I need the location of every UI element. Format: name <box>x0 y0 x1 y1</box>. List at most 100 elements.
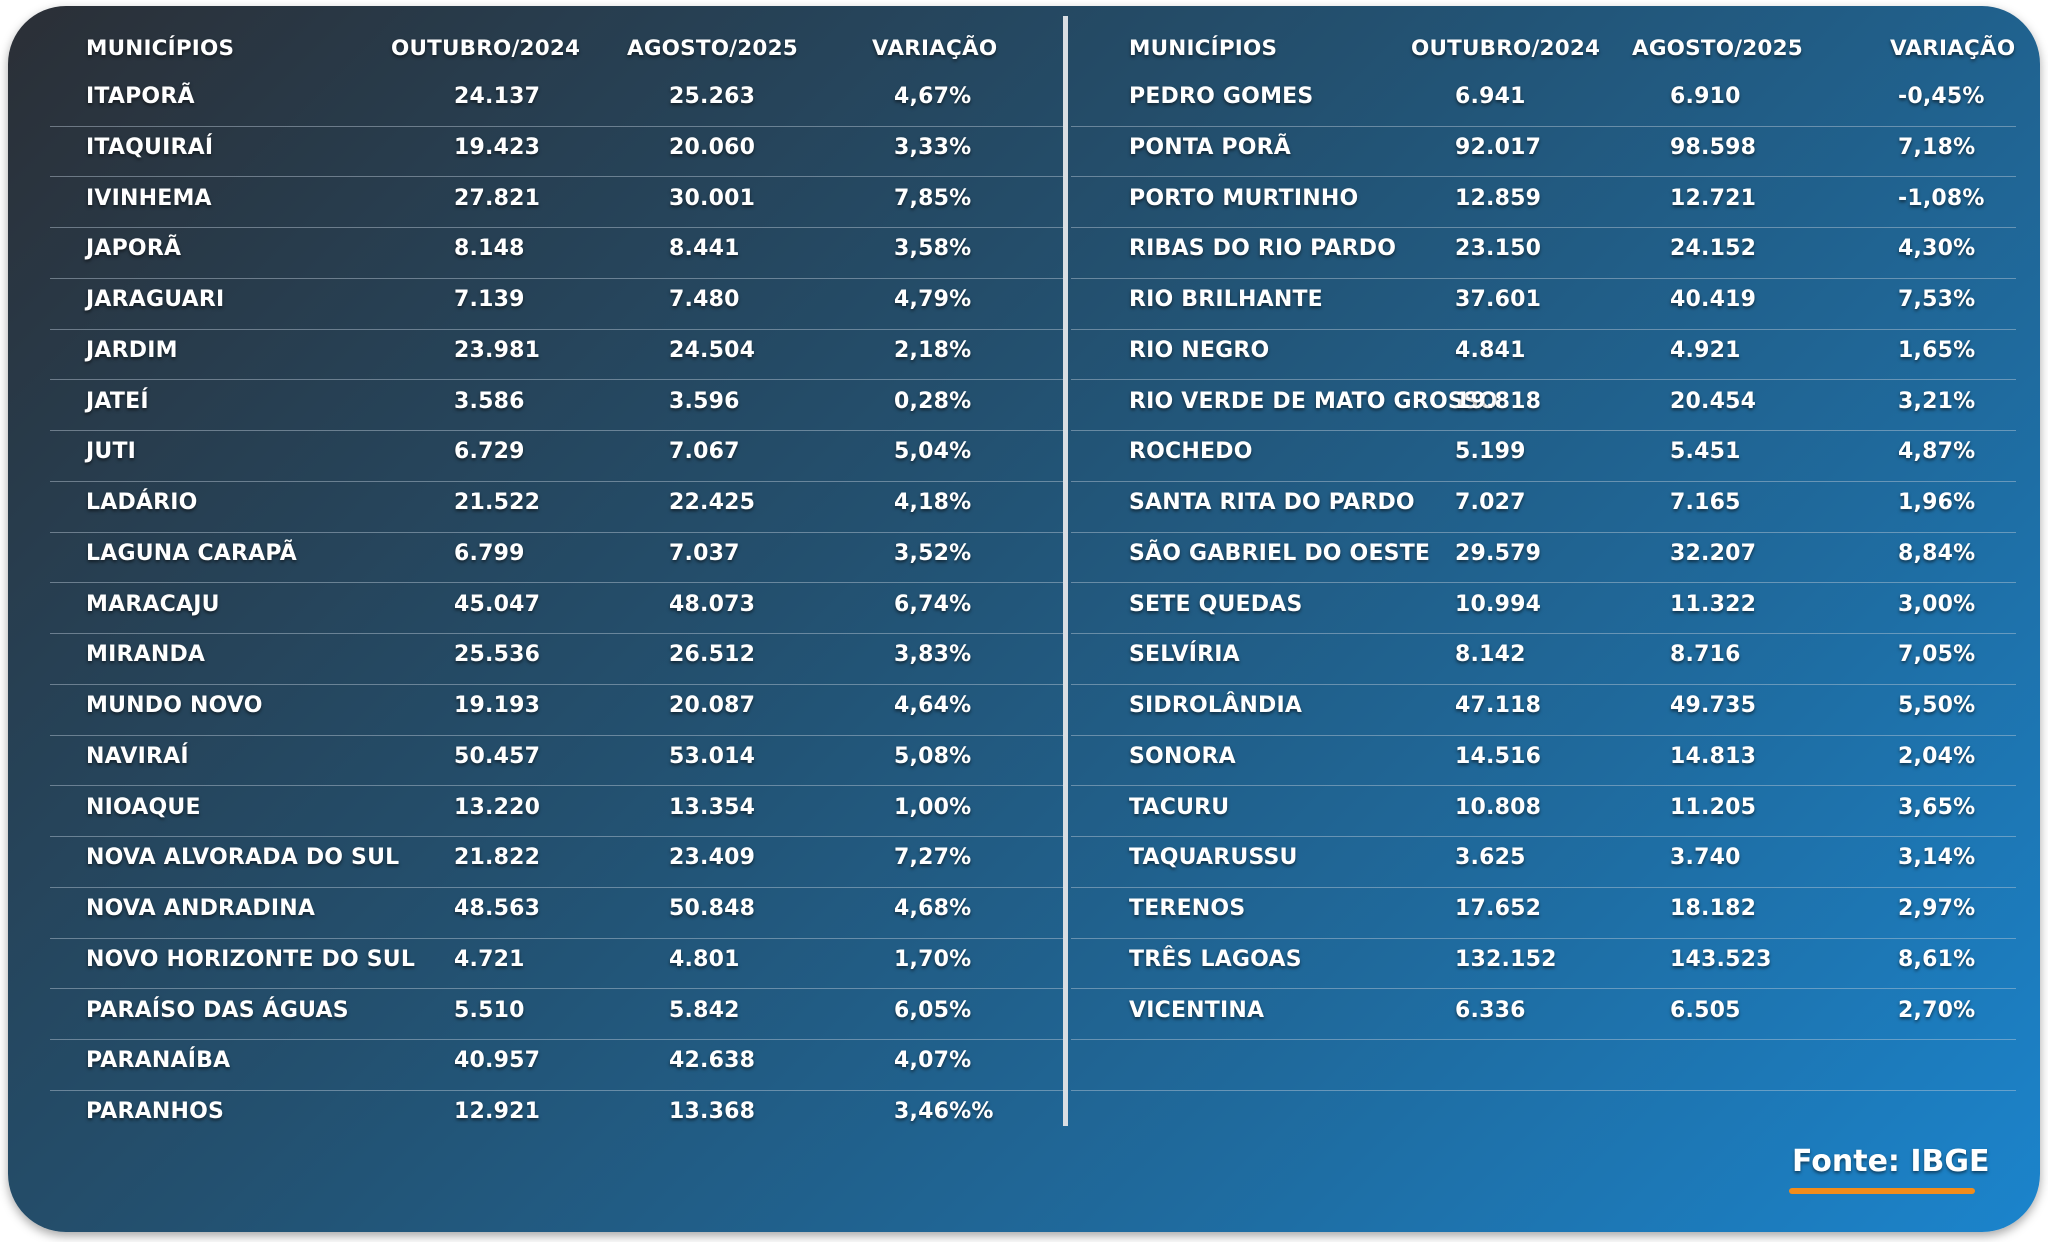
cell-agosto-2025: 98.598 <box>1670 134 1757 160</box>
row-separator <box>50 176 1063 178</box>
cell-municipio: NAVIRAÍ <box>86 743 189 769</box>
row-separator <box>1071 430 2016 432</box>
cell-outubro-2024: 6.336 <box>1455 997 1526 1023</box>
header-outubro-2024: OUTUBRO/2024 <box>1411 36 1601 61</box>
left-table-header: MUNICÍPIOS OUTUBRO/2024 AGOSTO/2025 VARI… <box>8 28 1063 68</box>
row-separator <box>1071 379 2016 381</box>
cell-municipio: VICENTINA <box>1129 997 1265 1023</box>
table-row: TAQUARUSSU 3.625 3.740 3,14% <box>1068 837 2040 888</box>
row-separator <box>1071 836 2016 838</box>
row-separator <box>50 531 1063 533</box>
cell-variacao: 4,64% <box>894 693 972 718</box>
row-separator <box>1071 582 2016 584</box>
cell-outubro-2024: 6.799 <box>454 540 525 566</box>
cell-outubro-2024: 12.859 <box>1455 185 1542 211</box>
cell-agosto-2025: 6.910 <box>1670 84 1741 109</box>
cell-agosto-2025: 14.813 <box>1670 743 1757 769</box>
cell-variacao: 4,30% <box>1898 236 1976 262</box>
cell-outubro-2024: 4.721 <box>454 946 525 972</box>
cell-agosto-2025: 22.425 <box>669 490 756 515</box>
cell-municipio: LADÁRIO <box>86 490 198 515</box>
cell-agosto-2025: 26.512 <box>669 642 756 668</box>
cell-agosto-2025: 49.735 <box>1670 693 1757 718</box>
cell-municipio: JAPORÃ <box>86 236 182 262</box>
cell-agosto-2025: 11.322 <box>1670 591 1757 617</box>
row-separator <box>50 328 1063 330</box>
cell-outubro-2024: 45.047 <box>454 591 541 617</box>
cell-outubro-2024: 24.137 <box>454 84 541 109</box>
cell-variacao: 1,00% <box>894 794 972 820</box>
cell-variacao: 7,27% <box>894 845 972 871</box>
table-row: SELVÍRIA 8.142 8.716 7,05% <box>1068 634 2040 685</box>
table-row: TERENOS 17.652 18.182 2,97% <box>1068 888 2040 939</box>
cell-municipio: NIOAQUE <box>86 794 201 820</box>
table-row: ITAPORÃ 24.137 25.263 4,67% <box>8 76 1063 127</box>
cell-municipio: ROCHEDO <box>1129 439 1253 465</box>
header-municipios: MUNICÍPIOS <box>86 36 235 61</box>
cell-agosto-2025: 8.441 <box>669 236 740 262</box>
cell-outubro-2024: 3.625 <box>1455 845 1526 871</box>
cell-agosto-2025: 24.504 <box>669 337 756 363</box>
cell-outubro-2024: 23.150 <box>1455 236 1542 262</box>
row-separator <box>1071 1039 2016 1041</box>
cell-outubro-2024: 21.822 <box>454 845 541 871</box>
cell-outubro-2024: 10.808 <box>1455 794 1542 820</box>
cell-municipio: RIO VERDE DE MATO GROSSO <box>1129 388 1498 414</box>
row-separator <box>50 480 1063 482</box>
right-table-header: MUNICÍPIOS OUTUBRO/2024 AGOSTO/2025 VARI… <box>1068 28 2040 68</box>
row-separator <box>50 886 1063 888</box>
header-outubro-2024: OUTUBRO/2024 <box>391 36 581 61</box>
cell-outubro-2024: 27.821 <box>454 185 541 211</box>
header-variacao: VARIAÇÃO <box>1890 36 2016 61</box>
cell-agosto-2025: 24.152 <box>1670 236 1757 262</box>
cell-municipio: RIBAS DO RIO PARDO <box>1129 236 1397 262</box>
cell-agosto-2025: 50.848 <box>669 896 756 921</box>
row-separator <box>50 430 1063 432</box>
empty-row <box>1068 1040 2040 1091</box>
cell-agosto-2025: 42.638 <box>669 1048 756 1074</box>
cell-agosto-2025: 7.165 <box>1670 490 1741 515</box>
cell-agosto-2025: 6.505 <box>1670 997 1741 1023</box>
cell-municipio: MIRANDA <box>86 642 206 668</box>
cell-variacao: 4,87% <box>1898 439 1976 465</box>
row-separator <box>50 633 1063 635</box>
cell-variacao: 3,46%% <box>894 1099 994 1124</box>
cell-municipio: JARAGUARI <box>86 287 225 312</box>
cell-agosto-2025: 20.454 <box>1670 388 1757 414</box>
cell-outubro-2024: 7.139 <box>454 287 525 312</box>
cell-outubro-2024: 37.601 <box>1455 287 1542 312</box>
cell-outubro-2024: 25.536 <box>454 642 541 668</box>
cell-variacao: 7,18% <box>1898 134 1976 160</box>
cell-agosto-2025: 11.205 <box>1670 794 1757 820</box>
cell-agosto-2025: 20.060 <box>669 134 756 160</box>
table-row: RIO NEGRO 4.841 4.921 1,65% <box>1068 330 2040 381</box>
cell-outubro-2024: 92.017 <box>1455 134 1542 160</box>
cell-variacao: -1,08% <box>1898 185 1985 211</box>
cell-agosto-2025: 4.801 <box>669 946 740 972</box>
cell-municipio: NOVA ANDRADINA <box>86 896 316 921</box>
cell-outubro-2024: 8.142 <box>1455 642 1526 668</box>
cell-variacao: 5,04% <box>894 439 972 465</box>
table-row: PONTA PORÃ 92.017 98.598 7,18% <box>1068 127 2040 178</box>
cell-municipio: TERENOS <box>1129 896 1246 921</box>
row-separator <box>50 937 1063 939</box>
cell-agosto-2025: 13.368 <box>669 1099 756 1124</box>
row-separator <box>1071 633 2016 635</box>
cell-agosto-2025: 5.451 <box>1670 439 1741 465</box>
cell-outubro-2024: 47.118 <box>1455 693 1542 718</box>
table-row: SETE QUEDAS 10.994 11.322 3,00% <box>1068 584 2040 635</box>
table-row: PORTO MURTINHO 12.859 12.721 -1,08% <box>1068 178 2040 229</box>
table-row: PARAÍSO DAS ÁGUAS 5.510 5.842 6,05% <box>8 990 1063 1041</box>
cell-outubro-2024: 19.423 <box>454 134 541 160</box>
row-separator <box>1071 988 2016 990</box>
population-card: MUNICÍPIOS OUTUBRO/2024 AGOSTO/2025 VARI… <box>8 6 2040 1232</box>
cell-variacao: -0,45% <box>1898 84 1985 109</box>
table-row: RIO VERDE DE MATO GROSSO 19.818 20.454 3,21… <box>1068 381 2040 432</box>
row-separator <box>1071 531 2016 533</box>
cell-outubro-2024: 19.818 <box>1455 388 1542 414</box>
row-separator <box>1071 176 2016 178</box>
row-separator <box>1071 277 2016 279</box>
table-row: NAVIRAÍ 50.457 53.014 5,08% <box>8 736 1063 787</box>
cell-agosto-2025: 3.596 <box>669 388 740 414</box>
row-separator <box>50 734 1063 736</box>
